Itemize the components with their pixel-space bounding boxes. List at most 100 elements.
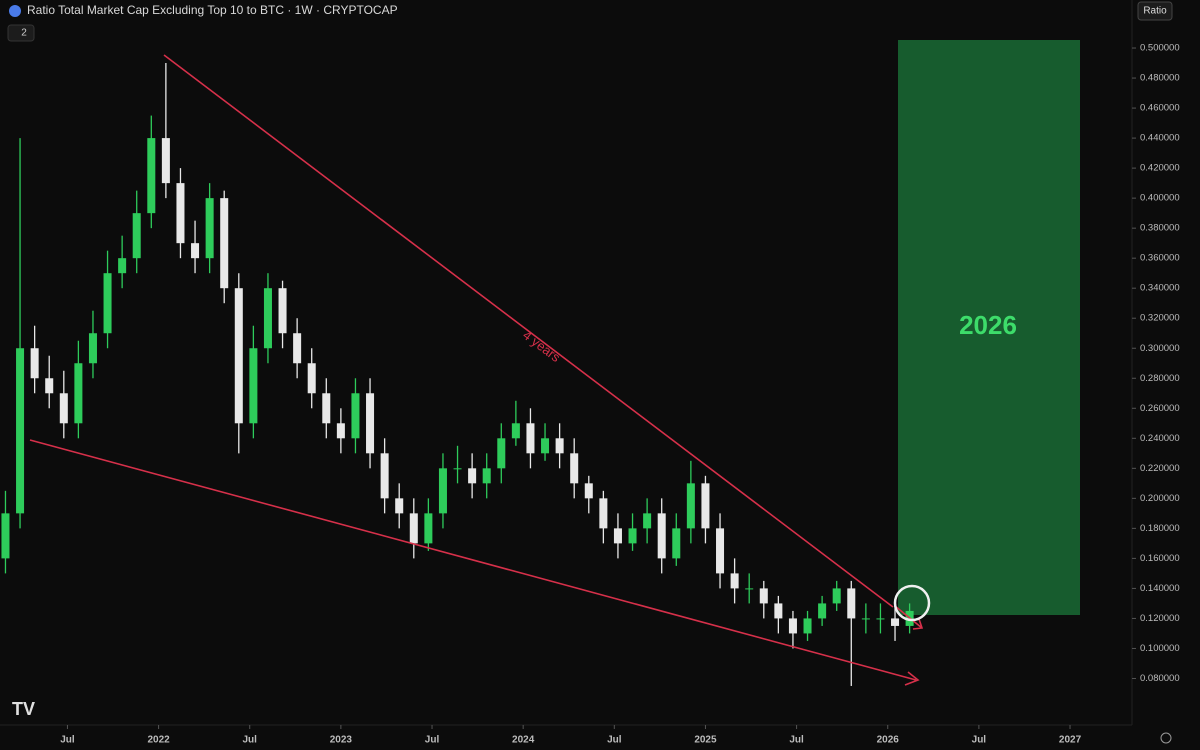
y-tick-label: 0.420000 [1140, 163, 1180, 174]
candle-body [672, 528, 681, 559]
candle-body [788, 618, 797, 634]
candle-body [745, 588, 754, 590]
candle-body [497, 438, 506, 469]
candle-body [118, 258, 127, 274]
candle-body [541, 438, 550, 454]
y-tick-label: 0.120000 [1140, 613, 1180, 624]
candle-body [30, 348, 39, 379]
x-tick-label: 2027 [1059, 735, 1082, 746]
candle-body [482, 468, 491, 484]
candle-body [380, 453, 389, 499]
y-tick-label: 0.080000 [1140, 673, 1180, 684]
candle-body [88, 333, 97, 364]
candle-body [263, 288, 272, 349]
candle-body [45, 378, 54, 394]
upper-trendline [163, 54, 894, 608]
y-tick-label: 0.280000 [1140, 373, 1180, 384]
candle-body [395, 498, 404, 514]
x-tick-label: Jul [607, 735, 622, 746]
x-tick-label: Jul [60, 735, 75, 746]
candle-body [716, 528, 725, 574]
arrow-head [904, 671, 920, 686]
y-tick-label: 0.460000 [1140, 103, 1180, 114]
y-tick-label: 0.260000 [1140, 403, 1180, 414]
y-tick-label: 0.400000 [1140, 193, 1180, 204]
candle-body [555, 438, 564, 454]
candle-body [147, 138, 156, 214]
candle-body [176, 183, 185, 244]
candle-body [205, 198, 214, 259]
y-tick-label: 0.440000 [1140, 133, 1180, 144]
logo: TV [12, 699, 35, 719]
indicator-count: 2 [21, 28, 27, 39]
arrow-head [894, 605, 924, 630]
x-tick-label: 2024 [512, 735, 535, 746]
candle-body [132, 213, 141, 259]
candle-body [643, 513, 652, 529]
candle-body [438, 468, 447, 514]
candle-body [366, 393, 375, 454]
y-tick-label: 0.160000 [1140, 553, 1180, 564]
candle-body [468, 468, 477, 484]
candle-body [453, 468, 462, 470]
scale-button[interactable] [1137, 1, 1173, 21]
y-tick-label: 0.220000 [1140, 463, 1180, 474]
x-tick-label: 2026 [877, 735, 900, 746]
y-tick-label: 0.200000 [1140, 493, 1180, 504]
candle-body [803, 618, 812, 634]
x-tick-label: 2025 [694, 735, 717, 746]
candle-body [876, 618, 885, 620]
candle-body [351, 393, 360, 439]
candle-body [16, 348, 25, 514]
candle-body [847, 588, 856, 619]
candle-body [161, 138, 170, 184]
x-tick-label: 2022 [147, 735, 170, 746]
candle-body [832, 588, 841, 604]
candle-body [409, 513, 418, 544]
settings-icon[interactable] [1160, 732, 1172, 744]
lower-trendline [29, 439, 917, 681]
x-tick-label: Jul [972, 735, 987, 746]
y-tick-label: 0.140000 [1140, 583, 1180, 594]
candle-body [759, 588, 768, 604]
candle-body [730, 573, 739, 589]
y-tick-label: 0.100000 [1140, 643, 1180, 654]
candle-body [774, 603, 783, 619]
candle-body [584, 483, 593, 499]
x-tick-label: Jul [243, 735, 258, 746]
candle-body [599, 498, 608, 529]
candle-body [307, 363, 316, 394]
x-tick-label: 2023 [330, 735, 353, 746]
candle-body [336, 423, 345, 439]
chart-title: Ratio Total Market Cap Excluding Top 10 … [27, 3, 398, 17]
x-tick-label: Jul [425, 735, 440, 746]
y-tick-label: 0.300000 [1140, 343, 1180, 354]
symbol-icon [9, 5, 21, 17]
scale-label: Ratio [1143, 6, 1167, 17]
candle-body [861, 618, 870, 620]
candle-body [293, 333, 302, 364]
indicator-toggle[interactable] [7, 24, 35, 42]
candle-body [628, 528, 637, 544]
candle-body [526, 423, 535, 454]
y-tick-label: 0.380000 [1140, 223, 1180, 234]
y-tick-label: 0.320000 [1140, 313, 1180, 324]
candle-body [891, 618, 900, 626]
target-zone [898, 40, 1080, 615]
y-tick-label: 0.480000 [1140, 73, 1180, 84]
candle-body [191, 243, 200, 259]
y-tick-label: 0.340000 [1140, 283, 1180, 294]
x-tick-label: Jul [789, 735, 804, 746]
target-label: 2026 [959, 310, 1017, 340]
candle-body [234, 288, 243, 424]
highlight-circle [893, 584, 931, 622]
candle-body [511, 423, 520, 439]
candle-body [322, 393, 331, 424]
candle-body [701, 483, 710, 529]
y-tick-label: 0.180000 [1140, 523, 1180, 534]
candle-body [1, 513, 10, 559]
candle-body [686, 483, 695, 529]
candle-body [59, 393, 68, 424]
